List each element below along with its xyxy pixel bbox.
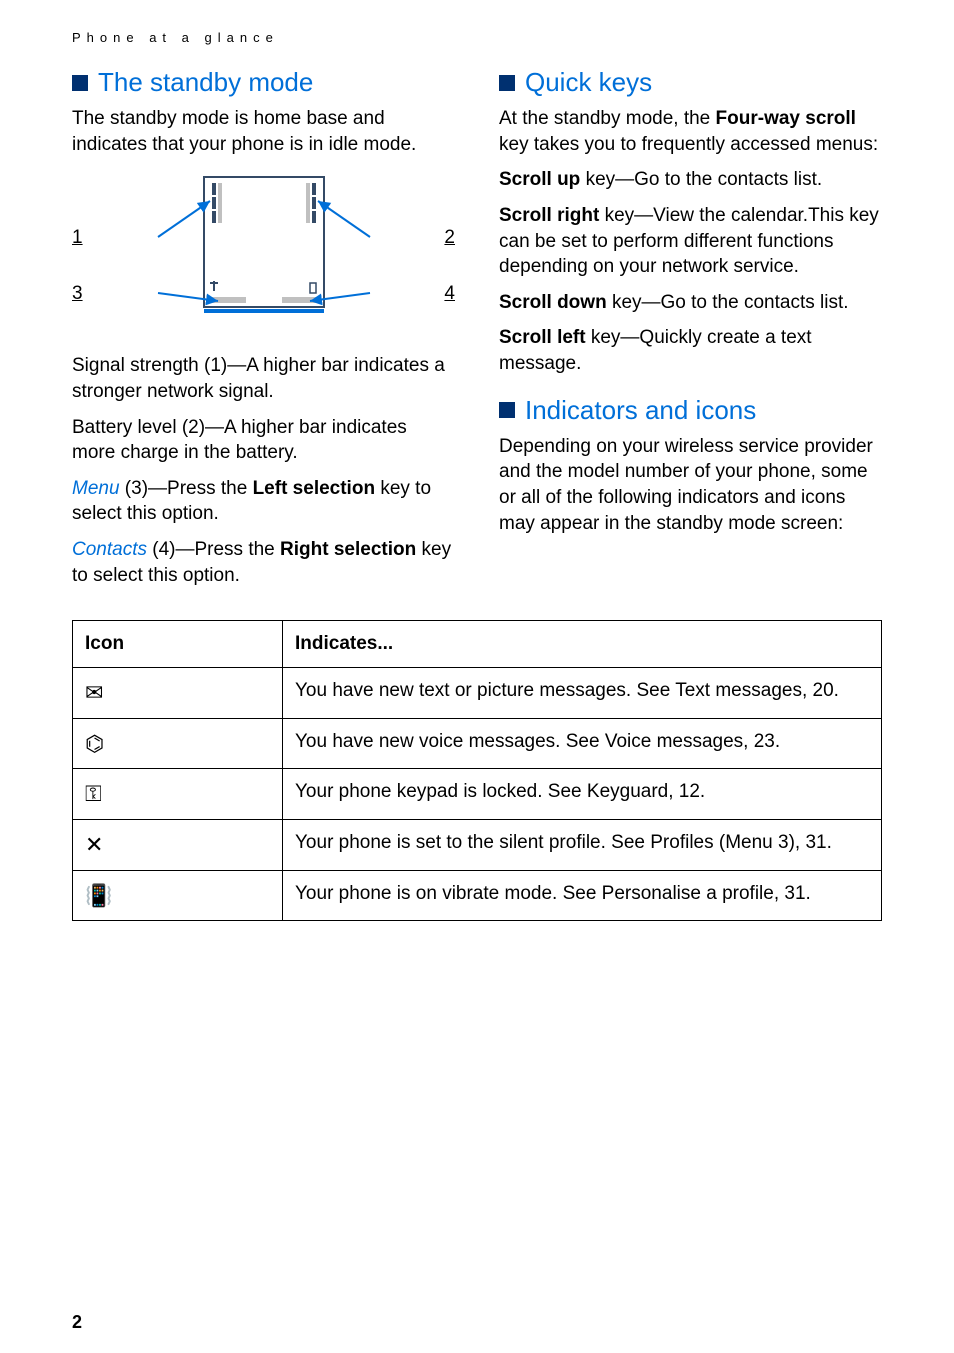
quick-keys-intro: At the standby mode, the Four-way scroll…	[499, 106, 882, 157]
silent-icon-glyph: ✕	[85, 832, 103, 857]
indicators-intro: Depending on your wireless service provi…	[499, 434, 882, 537]
contacts-paragraph: Contacts (4)—Press the Right selection k…	[72, 537, 455, 588]
phone-screen-svg	[134, 171, 394, 331]
contacts-text-1: (4)—Press the	[147, 539, 280, 560]
voicemail-icon-glyph: ⌬	[85, 731, 104, 756]
scroll-down-text: key—Go to the contacts list.	[607, 292, 849, 313]
qk-intro-a: At the standby mode, the	[499, 108, 716, 129]
indicators-heading: Indicators and icons	[499, 395, 882, 426]
two-column-layout: The standby mode The standby mode is hom…	[72, 67, 882, 598]
indicates-cell: Your phone is on vibrate mode. See Perso…	[283, 870, 882, 921]
contacts-link-text: Contacts	[72, 539, 147, 560]
left-column: The standby mode The standby mode is hom…	[72, 67, 455, 598]
figure-label-4: 4	[444, 283, 455, 305]
scroll-down-paragraph: Scroll down key—Go to the contacts list.	[499, 290, 882, 316]
scroll-up-paragraph: Scroll up key—Go to the contacts list.	[499, 167, 882, 193]
left-selection-bold: Left selection	[253, 478, 375, 499]
standby-intro-paragraph: The standby mode is home base and indica…	[72, 106, 455, 157]
quick-keys-heading-text: Quick keys	[525, 67, 652, 98]
signal-strength-paragraph: Signal strength (1)—A higher bar indicat…	[72, 353, 455, 404]
table-row: ⚿ Your phone keypad is locked. See Keygua…	[73, 769, 882, 820]
scroll-left-bold: Scroll left	[499, 327, 586, 348]
square-bullet-icon	[499, 402, 515, 418]
menu-paragraph: Menu (3)—Press the Left selection key to…	[72, 476, 455, 527]
battery-level-paragraph: Battery level (2)—A higher bar indicates…	[72, 415, 455, 466]
envelope-icon-glyph: ✉	[85, 680, 103, 705]
figure-label-3: 3	[72, 283, 83, 305]
table-row: ✉ You have new text or picture messages. …	[73, 668, 882, 719]
key-lock-icon: ⚿	[73, 769, 283, 820]
scroll-left-paragraph: Scroll left key—Quickly create a text me…	[499, 325, 882, 376]
voicemail-icon: ⌬	[73, 718, 283, 769]
menu-text-1: (3)—Press the	[120, 478, 253, 499]
indicates-cell: You have new text or picture messages. S…	[283, 668, 882, 719]
vibrate-icon-glyph: 📳	[85, 883, 112, 908]
right-selection-bold: Right selection	[280, 539, 416, 560]
four-way-scroll-bold: Four-way scroll	[716, 108, 856, 129]
indicators-table: Icon Indicates... ✉ You have new text or …	[72, 620, 882, 921]
menu-link-text: Menu	[72, 478, 120, 499]
breadcrumb: Phone at a glance	[72, 30, 882, 45]
table-header-row: Icon Indicates...	[73, 621, 882, 668]
table-row: 📳 Your phone is on vibrate mode. See Pers…	[73, 870, 882, 921]
standby-mode-heading-text: The standby mode	[98, 67, 313, 98]
indicates-cell: Your phone keypad is locked. See Keyguar…	[283, 769, 882, 820]
page-number: 2	[72, 1312, 82, 1333]
indicators-heading-text: Indicators and icons	[525, 395, 756, 426]
table-row: ⌬ You have new voice messages. See Voice …	[73, 718, 882, 769]
scroll-right-paragraph: Scroll right key—View the calendar.This …	[499, 203, 882, 280]
figure-label-2: 2	[444, 227, 455, 249]
quick-keys-heading: Quick keys	[499, 67, 882, 98]
scroll-right-bold: Scroll right	[499, 205, 599, 226]
scroll-up-text: key—Go to the contacts list.	[580, 169, 822, 190]
figure-label-1: 1	[72, 227, 83, 249]
silent-icon: ✕	[73, 820, 283, 871]
key-lock-icon-glyph: ⚿	[85, 781, 102, 806]
scroll-down-bold: Scroll down	[499, 292, 607, 313]
square-bullet-icon	[499, 75, 515, 91]
right-column: Quick keys At the standby mode, the Four…	[499, 67, 882, 598]
scroll-up-bold: Scroll up	[499, 169, 580, 190]
header-indicates: Indicates...	[283, 621, 882, 668]
indicates-cell: Your phone is set to the silent profile.…	[283, 820, 882, 871]
indicates-cell: You have new voice messages. See Voice m…	[283, 718, 882, 769]
envelope-icon: ✉	[73, 668, 283, 719]
square-bullet-icon	[72, 75, 88, 91]
header-icon: Icon	[73, 621, 283, 668]
table-row: ✕ Your phone is set to the silent profile…	[73, 820, 882, 871]
standby-screen-figure: 1 2 3 4	[72, 171, 455, 331]
vibrate-icon: 📳	[73, 870, 283, 921]
standby-mode-heading: The standby mode	[72, 67, 455, 98]
qk-intro-b: key takes you to frequently accessed men…	[499, 134, 878, 155]
